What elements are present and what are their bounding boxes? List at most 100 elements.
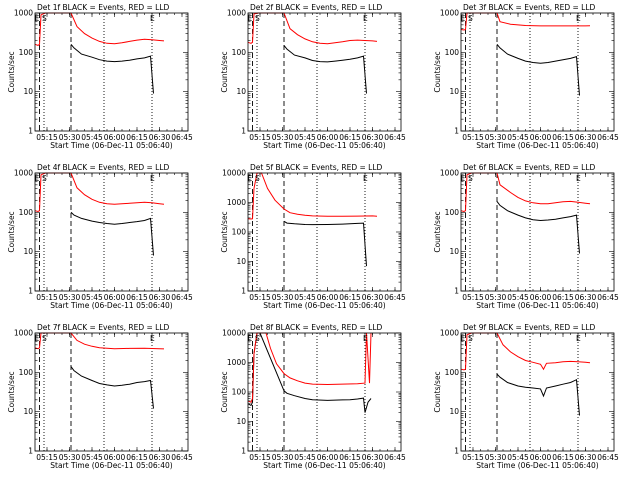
x-tick-label: 06:15 [126, 133, 148, 142]
y-axis-label: Counts/sec [433, 51, 442, 92]
plot-frame [460, 12, 615, 132]
x-axis-label: Start Time (06-Dec-11 05:06:40) [263, 301, 385, 310]
event-marker-label: S [42, 14, 47, 23]
event-marker-label: E [576, 334, 581, 343]
plot-frame [460, 172, 615, 292]
y-axis-label: Counts/sec [7, 211, 16, 252]
x-axis-label: Start Time (06-Dec-11 05:06:40) [476, 141, 598, 150]
y-tick-label: 1000 [227, 358, 246, 367]
x-tick-label: 05:45 [294, 453, 316, 462]
y-tick-label: 100 [445, 368, 460, 377]
x-tick-label: 06:45 [384, 133, 406, 142]
plot-frame [34, 12, 189, 132]
x-tick-label: 05:30 [272, 293, 294, 302]
y-tick-label: 1 [454, 127, 459, 136]
x-tick-label: 06:00 [530, 453, 552, 462]
x-tick-label: 06:15 [552, 293, 574, 302]
y-tick-label: 1 [241, 127, 246, 136]
x-tick-label: 06:15 [552, 453, 574, 462]
event-marker-label: S [255, 14, 260, 23]
panel-title: Det 5f BLACK = Events, RED = LLD [250, 163, 383, 172]
x-tick-label: 05:15 [462, 133, 484, 142]
event-marker-label: E [461, 174, 466, 183]
panel-title: Det 9f BLACK = Events, RED = LLD [463, 323, 596, 332]
event-marker-label: E [363, 174, 368, 183]
event-marker-label: E [35, 334, 40, 343]
x-tick-label: 06:45 [171, 453, 193, 462]
y-tick-label: 1000 [440, 9, 459, 18]
x-tick-label: 06:45 [384, 293, 406, 302]
event-marker-label: E [248, 334, 253, 343]
x-tick-label: 06:15 [339, 133, 361, 142]
y-axis-label: Counts/sec [7, 51, 16, 92]
x-axis-label: Start Time (06-Dec-11 05:06:40) [50, 461, 172, 470]
lld-rate-line [247, 172, 378, 220]
y-axis-label: Counts/sec [433, 371, 442, 412]
x-tick-label: 06:00 [104, 133, 126, 142]
x-tick-label: 05:45 [507, 133, 529, 142]
y-tick-label: 10 [449, 87, 459, 96]
y-tick-label: 1 [28, 447, 33, 456]
x-tick-label: 06:00 [530, 133, 552, 142]
x-tick-label: 05:30 [59, 293, 81, 302]
y-tick-label: 10 [449, 247, 459, 256]
x-tick-label: 05:15 [462, 293, 484, 302]
y-tick-label: 10 [23, 87, 33, 96]
y-tick-label: 100 [19, 208, 34, 217]
lld-rate-line [34, 332, 165, 350]
event-marker-label: S [42, 174, 47, 183]
x-axis-label: Start Time (06-Dec-11 05:06:40) [50, 141, 172, 150]
event-marker-label: S [468, 14, 473, 23]
event-marker-label: S [255, 174, 260, 183]
event-marker-label: E [576, 174, 581, 183]
x-tick-label: 06:30 [149, 293, 171, 302]
x-tick-label: 05:30 [59, 453, 81, 462]
y-axis-label: Counts/sec [7, 371, 16, 412]
x-axis-label: Start Time (06-Dec-11 05:06:40) [476, 461, 598, 470]
y-tick-label: 1 [454, 447, 459, 456]
x-tick-label: 06:45 [597, 453, 619, 462]
lld-rate-line [460, 12, 591, 31]
y-tick-label: 1000 [14, 9, 33, 18]
x-tick-label: 05:45 [81, 293, 103, 302]
lld-rate-line [460, 332, 591, 371]
x-tick-label: 05:45 [507, 453, 529, 462]
lld-rate-line [34, 172, 165, 213]
events-rate-line [496, 201, 580, 254]
event-marker-label: E [35, 174, 40, 183]
x-tick-label: 05:45 [294, 293, 316, 302]
x-tick-label: 06:30 [575, 133, 597, 142]
x-tick-label: 06:30 [575, 293, 597, 302]
x-tick-label: 05:15 [36, 293, 58, 302]
y-axis-label: Counts/sec [220, 51, 229, 92]
x-tick-label: 06:00 [317, 133, 339, 142]
lld-rate-line [460, 172, 591, 213]
lld-rate-line [247, 12, 378, 45]
y-tick-label: 100 [19, 368, 34, 377]
x-tick-label: 05:15 [249, 293, 271, 302]
x-tick-label: 06:45 [171, 133, 193, 142]
plot-frame [247, 12, 402, 132]
y-tick-label: 1000 [440, 329, 459, 338]
x-tick-label: 06:30 [362, 293, 384, 302]
events-rate-line [247, 332, 372, 413]
panel-title: Det 1f BLACK = Events, RED = LLD [37, 3, 170, 12]
event-marker-label: S [42, 334, 47, 343]
y-axis-label: Counts/sec [220, 211, 229, 252]
y-tick-label: 10 [23, 247, 33, 256]
y-tick-label: 1 [28, 287, 33, 296]
y-tick-label: 100 [232, 388, 247, 397]
event-marker-label: E [363, 14, 368, 23]
x-tick-label: 05:15 [36, 133, 58, 142]
y-tick-label: 1000 [14, 169, 33, 178]
y-tick-label: 10 [23, 407, 33, 416]
x-tick-label: 05:30 [272, 133, 294, 142]
x-tick-label: 06:00 [104, 293, 126, 302]
event-marker-label: E [248, 14, 253, 23]
y-tick-label: 1 [241, 447, 246, 456]
x-tick-label: 06:30 [362, 133, 384, 142]
